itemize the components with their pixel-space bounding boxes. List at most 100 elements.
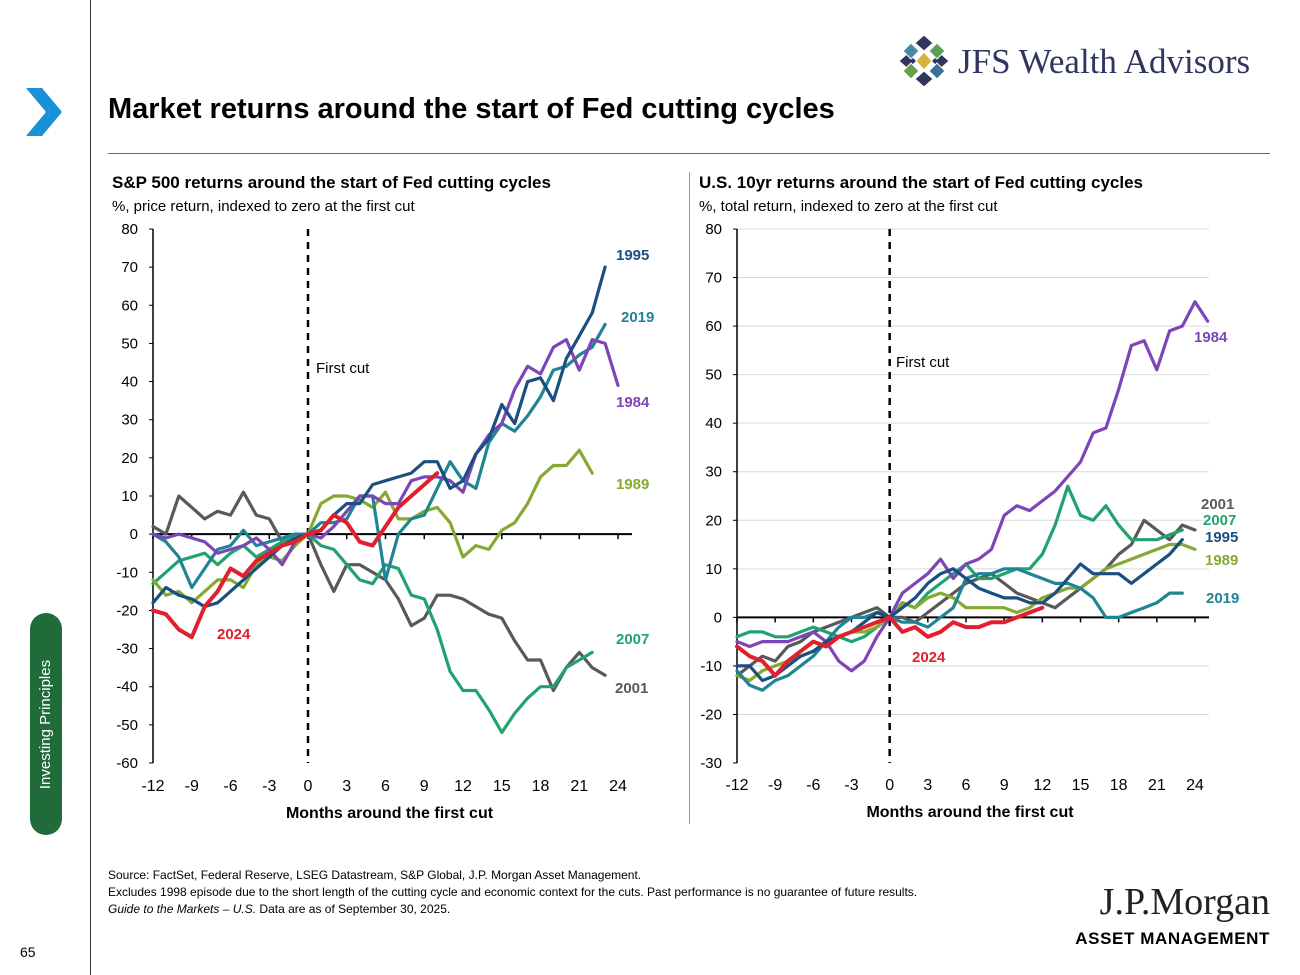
brand-name: JFS Wealth Advisors [958, 42, 1251, 81]
y-tick-label: 80 [705, 221, 722, 238]
x-tick-label: 9 [420, 778, 429, 795]
jpmorgan-logo: J.P.Morgan [1099, 881, 1270, 923]
y-tick-label: 30 [705, 464, 722, 481]
y-tick-label: 0 [130, 526, 138, 543]
y-tick-label: 60 [121, 297, 138, 314]
chart-divider [689, 172, 690, 824]
y-tick-label: 0 [714, 609, 722, 626]
x-tick-label: 12 [1033, 777, 1051, 794]
series-label-1995: 1995 [1205, 529, 1238, 546]
data-date: Data are as of September 30, 2025. [256, 902, 451, 916]
y-tick-label: -20 [116, 602, 138, 619]
y-tick-label: 10 [121, 488, 138, 505]
series-line-2024 [735, 605, 1045, 678]
jpmorgan-logo-subtitle: ASSET MANAGEMENT [1075, 929, 1270, 948]
disclaimer-note: Excludes 1998 episode due to the short l… [108, 885, 918, 899]
series-label-2019: 2019 [1206, 590, 1239, 607]
series-label-1995: 1995 [616, 247, 649, 264]
first-cut-label: First cut [896, 354, 950, 371]
series-line-2007 [151, 532, 594, 735]
y-tick-label: 40 [121, 374, 138, 391]
title-divider [108, 153, 1270, 154]
series-line-1984 [735, 300, 1210, 673]
x-tick-label: 3 [342, 778, 351, 795]
x-tick-label: -12 [141, 778, 164, 795]
sp500-chart-title: S&P 500 returns around the start of Fed … [112, 173, 551, 192]
y-tick-label: -40 [116, 679, 138, 696]
y-tick-label: 20 [705, 512, 722, 529]
x-axis-title: Months around the first cut [866, 804, 1074, 821]
brand-logo-icon [898, 34, 950, 88]
y-tick-label: -50 [116, 717, 138, 734]
series-label-2007: 2007 [1203, 512, 1236, 529]
x-tick-label: -6 [806, 777, 820, 794]
x-tick-label: 6 [962, 777, 971, 794]
page-title: Market returns around the start of Fed c… [108, 93, 835, 125]
left-margin-rule [90, 0, 91, 975]
x-tick-label: 18 [1110, 777, 1128, 794]
x-tick-label: 9 [1000, 777, 1009, 794]
guide-name: Guide to the Markets – U.S. [108, 902, 257, 916]
y-tick-label: 10 [705, 561, 722, 578]
y-tick-label: 70 [121, 259, 138, 276]
series-line-1984 [151, 338, 620, 567]
first-cut-label: First cut [316, 360, 370, 377]
series-label-1989: 1989 [616, 476, 649, 493]
series-label-1989: 1989 [1205, 552, 1238, 569]
bond-chart-title: U.S. 10yr returns around the start of Fe… [699, 173, 1143, 192]
series-line-2019 [735, 567, 1184, 692]
footnotes: Source: FactSet, Federal Reserve, LSEG D… [108, 867, 917, 918]
x-tick-label: 6 [381, 778, 390, 795]
section-tab [30, 613, 62, 835]
chevron-right-icon [26, 88, 62, 136]
y-tick-label: 30 [121, 412, 138, 429]
x-tick-label: -9 [185, 778, 199, 795]
x-tick-label: -12 [725, 777, 748, 794]
series-label-2024: 2024 [217, 626, 251, 643]
series-label-2001: 2001 [1201, 496, 1234, 513]
source-note: Source: FactSet, Federal Reserve, LSEG D… [108, 868, 642, 882]
y-tick-label: 70 [705, 270, 722, 287]
sp500-chart-subtitle: %, price return, indexed to zero at the … [112, 198, 415, 215]
y-tick-label: 80 [121, 221, 138, 238]
y-tick-label: 50 [121, 335, 138, 352]
x-tick-label: 3 [923, 777, 932, 794]
x-tick-label: 0 [885, 777, 894, 794]
series-line-2001 [735, 518, 1197, 678]
y-tick-label: 50 [705, 367, 722, 384]
x-tick-label: -9 [768, 777, 782, 794]
x-tick-label: 21 [1148, 777, 1166, 794]
series-label-2001: 2001 [615, 680, 648, 697]
y-tick-label: -10 [700, 658, 722, 675]
y-tick-label: -20 [700, 706, 722, 723]
x-tick-label: 18 [532, 778, 550, 795]
y-tick-label: -60 [116, 755, 138, 772]
y-tick-label: -30 [700, 755, 722, 772]
y-tick-label: 40 [705, 415, 722, 432]
x-tick-label: 12 [454, 778, 472, 795]
y-tick-label: 20 [121, 450, 138, 467]
x-tick-label: -3 [844, 777, 858, 794]
y-tick-label: -10 [116, 564, 138, 581]
page-number: 65 [20, 944, 36, 960]
y-tick-label: 60 [705, 318, 722, 335]
x-tick-label: 21 [570, 778, 588, 795]
series-label-1984: 1984 [1194, 329, 1228, 346]
x-axis-title: Months around the first cut [286, 805, 494, 822]
x-tick-label: -6 [223, 778, 237, 795]
data-date-note: Guide to the Markets – U.S. Data are as … [108, 901, 917, 918]
x-tick-label: 15 [493, 778, 511, 795]
series-line-1995 [735, 538, 1184, 683]
series-label-1984: 1984 [616, 394, 650, 411]
x-tick-label: 24 [609, 778, 627, 795]
series-label-2019: 2019 [621, 309, 654, 326]
x-tick-label: 15 [1072, 777, 1090, 794]
series-label-2024: 2024 [912, 649, 946, 666]
series-line-2024 [151, 471, 440, 640]
x-tick-label: 24 [1186, 777, 1204, 794]
x-tick-label: -3 [262, 778, 276, 795]
series-line-1995 [151, 265, 607, 609]
x-tick-label: 0 [304, 778, 313, 795]
